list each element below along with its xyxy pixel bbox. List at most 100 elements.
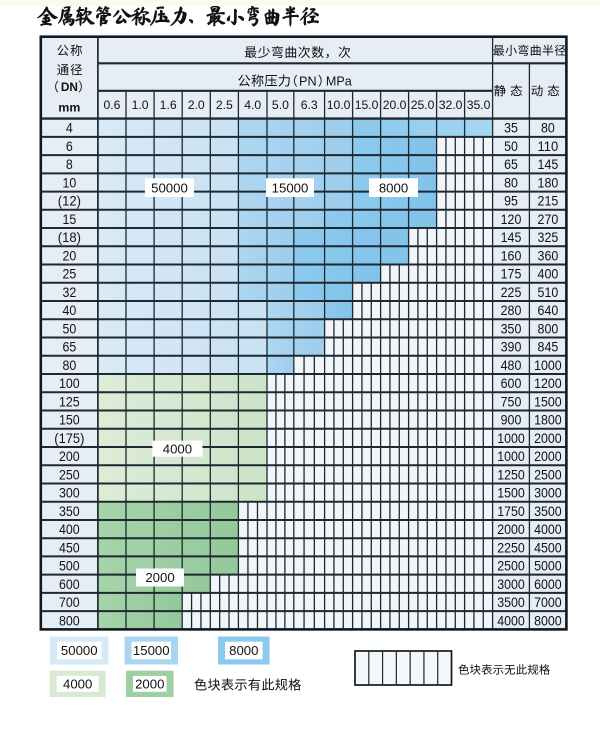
svg-text:mm: mm [58, 101, 80, 115]
svg-text:6.3: 6.3 [301, 98, 318, 112]
svg-text:175: 175 [501, 266, 522, 282]
svg-text:MPa: MPa [326, 75, 352, 89]
svg-text:325: 325 [538, 229, 559, 245]
svg-text:50000: 50000 [151, 180, 188, 195]
svg-text:900: 900 [501, 412, 522, 428]
svg-text:480: 480 [501, 357, 522, 373]
svg-text:225: 225 [501, 284, 522, 300]
svg-text:2000: 2000 [534, 430, 562, 446]
svg-text:8000: 8000 [229, 643, 258, 658]
svg-text:2500: 2500 [497, 558, 525, 574]
svg-text:8000: 8000 [534, 612, 562, 628]
svg-text:1500: 1500 [497, 485, 525, 501]
svg-text:15: 15 [62, 211, 76, 227]
svg-text:180: 180 [538, 174, 559, 190]
svg-text:110: 110 [538, 138, 559, 154]
svg-text:1500: 1500 [534, 393, 562, 409]
svg-text:1000: 1000 [497, 430, 525, 446]
svg-text:5000: 5000 [534, 558, 562, 574]
svg-text:125: 125 [59, 393, 80, 409]
svg-text:15000: 15000 [272, 180, 309, 195]
svg-text:400: 400 [538, 266, 559, 282]
svg-text:350: 350 [501, 320, 522, 336]
svg-text:160: 160 [501, 247, 522, 263]
svg-text:PN: PN [299, 75, 317, 89]
svg-text:32.0: 32.0 [439, 98, 463, 112]
svg-text:10.0: 10.0 [327, 98, 351, 112]
svg-text:700: 700 [59, 594, 80, 610]
svg-text:50: 50 [504, 138, 518, 154]
svg-text:1000: 1000 [534, 357, 562, 373]
svg-text:4000: 4000 [163, 441, 192, 456]
svg-text:145: 145 [501, 229, 522, 245]
svg-text:250: 250 [59, 466, 80, 482]
svg-text:3000: 3000 [534, 485, 562, 501]
svg-text:600: 600 [59, 576, 80, 592]
svg-text:4000: 4000 [63, 677, 92, 692]
svg-text:DN: DN [61, 80, 78, 94]
svg-text:640: 640 [538, 302, 559, 318]
svg-text:25: 25 [62, 266, 76, 282]
svg-text:1200: 1200 [534, 375, 562, 391]
svg-text:5.0: 5.0 [272, 98, 289, 112]
svg-text:15.0: 15.0 [355, 98, 379, 112]
svg-text:2000: 2000 [497, 521, 525, 537]
svg-text:8: 8 [66, 156, 73, 172]
svg-text:(18): (18) [58, 229, 81, 245]
svg-text:400: 400 [59, 521, 80, 537]
svg-text:270: 270 [538, 211, 559, 227]
svg-text:3500: 3500 [534, 503, 562, 519]
svg-text:1800: 1800 [534, 412, 562, 428]
svg-text:1000: 1000 [497, 448, 525, 464]
svg-text:845: 845 [538, 339, 559, 355]
svg-text:750: 750 [501, 393, 522, 409]
svg-text:1.0: 1.0 [132, 98, 149, 112]
svg-text:35: 35 [504, 120, 518, 136]
svg-text:2000: 2000 [534, 448, 562, 464]
svg-text:7000: 7000 [534, 594, 562, 610]
svg-text:390: 390 [501, 339, 522, 355]
svg-text:500: 500 [59, 558, 80, 574]
svg-text:35.0: 35.0 [467, 98, 491, 112]
svg-text:80: 80 [504, 174, 518, 190]
svg-text:4: 4 [66, 120, 73, 136]
svg-text:1.6: 1.6 [160, 98, 177, 112]
svg-text:2.0: 2.0 [188, 98, 205, 112]
svg-text:4000: 4000 [497, 612, 525, 628]
svg-text:200: 200 [59, 448, 80, 464]
svg-text:15000: 15000 [133, 643, 170, 658]
svg-text:20: 20 [62, 247, 76, 263]
svg-text:145: 145 [538, 156, 559, 172]
svg-text:4.0: 4.0 [244, 98, 261, 112]
svg-text:800: 800 [59, 612, 80, 628]
svg-text:150: 150 [59, 412, 80, 428]
svg-text:1250: 1250 [497, 466, 525, 482]
svg-text:2250: 2250 [497, 539, 525, 555]
svg-text:80: 80 [62, 357, 76, 373]
svg-text:95: 95 [504, 193, 518, 209]
svg-text:50: 50 [62, 320, 76, 336]
svg-text:8000: 8000 [379, 180, 408, 195]
svg-text:3500: 3500 [497, 594, 525, 610]
svg-text:350: 350 [59, 503, 80, 519]
svg-text:215: 215 [538, 193, 559, 209]
svg-text:10: 10 [62, 174, 76, 190]
svg-text:450: 450 [59, 539, 80, 555]
svg-text:4500: 4500 [534, 539, 562, 555]
svg-text:2000: 2000 [135, 677, 164, 692]
svg-text:300: 300 [59, 485, 80, 501]
svg-text:360: 360 [538, 247, 559, 263]
svg-text:1750: 1750 [497, 503, 525, 519]
svg-text:(175): (175) [54, 430, 84, 446]
svg-text:800: 800 [538, 320, 559, 336]
svg-text:280: 280 [501, 302, 522, 318]
svg-text:80: 80 [541, 120, 555, 136]
svg-text:600: 600 [501, 375, 522, 391]
svg-text:(12): (12) [58, 193, 81, 209]
svg-text:40: 40 [62, 302, 76, 318]
svg-text:2.5: 2.5 [216, 98, 233, 112]
svg-text:6: 6 [66, 138, 73, 154]
svg-text:20.0: 20.0 [383, 98, 407, 112]
svg-text:32: 32 [62, 284, 76, 300]
svg-text:3000: 3000 [497, 576, 525, 592]
